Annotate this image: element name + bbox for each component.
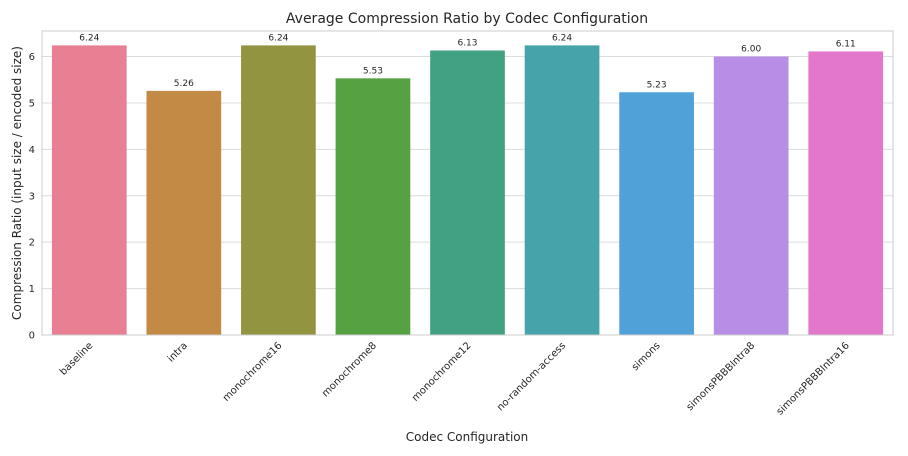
bar-monochrome8 [335, 78, 411, 336]
x-tick-label: baseline [58, 340, 95, 377]
y-axis-ticks: 0 1 2 3 4 5 6 [29, 52, 35, 341]
bar-simonsPBBBIntra8 [713, 56, 789, 335]
x-tick-label: simonsPBBBIntra16 [775, 340, 852, 417]
data-labels: 6.24 5.26 6.24 5.53 6.13 6.24 5.23 6.00 6.11 [79, 33, 855, 90]
data-label: 6.24 [552, 33, 572, 43]
y-tick-label: 4 [29, 145, 35, 156]
y-tick-label: 5 [29, 98, 35, 109]
bar-monochrome16 [241, 45, 316, 335]
x-tick-label: simonsPBBBIntra8 [685, 340, 758, 413]
data-label: 5.26 [174, 79, 194, 89]
data-label: 6.11 [836, 39, 856, 49]
y-axis-label: Compression Ratio (input size / encoded … [10, 46, 24, 320]
data-label: 6.24 [79, 33, 99, 43]
x-tick-label: intra [166, 340, 190, 364]
data-label: 5.23 [647, 80, 667, 90]
x-tick-label: monochrome16 [221, 340, 284, 403]
chart-title: Average Compression Ratio by Codec Confi… [286, 11, 648, 27]
x-axis-ticks: baseline intra monochrome16 monochrome8 mono… [58, 340, 852, 417]
y-tick-label: 1 [29, 284, 35, 295]
y-tick-label: 3 [29, 191, 35, 202]
bar-monochrome12 [430, 50, 505, 335]
y-tick-label: 0 [29, 331, 35, 342]
y-tick-label: 6 [29, 52, 35, 63]
bar-baseline [51, 45, 127, 335]
x-tick-label: monochrome8 [320, 340, 379, 399]
data-label: 6.13 [457, 38, 477, 48]
plot-frame [41, 30, 894, 336]
data-label: 6.24 [268, 33, 288, 43]
x-tick-label: simons [630, 340, 663, 373]
bar-simonsPBBBIntra16 [808, 51, 884, 335]
bar-simons [619, 92, 694, 335]
x-axis-label: Codec Configuration [406, 430, 529, 444]
x-tick-label: monochrome12 [410, 340, 473, 403]
data-label: 5.53 [363, 66, 383, 76]
y-tick-label: 2 [29, 238, 35, 249]
data-label: 6.00 [741, 45, 761, 55]
bar-no-random-access [524, 45, 600, 335]
bar-intra [146, 90, 222, 335]
bars [51, 45, 884, 336]
x-tick-label: no-random-access [495, 340, 568, 413]
